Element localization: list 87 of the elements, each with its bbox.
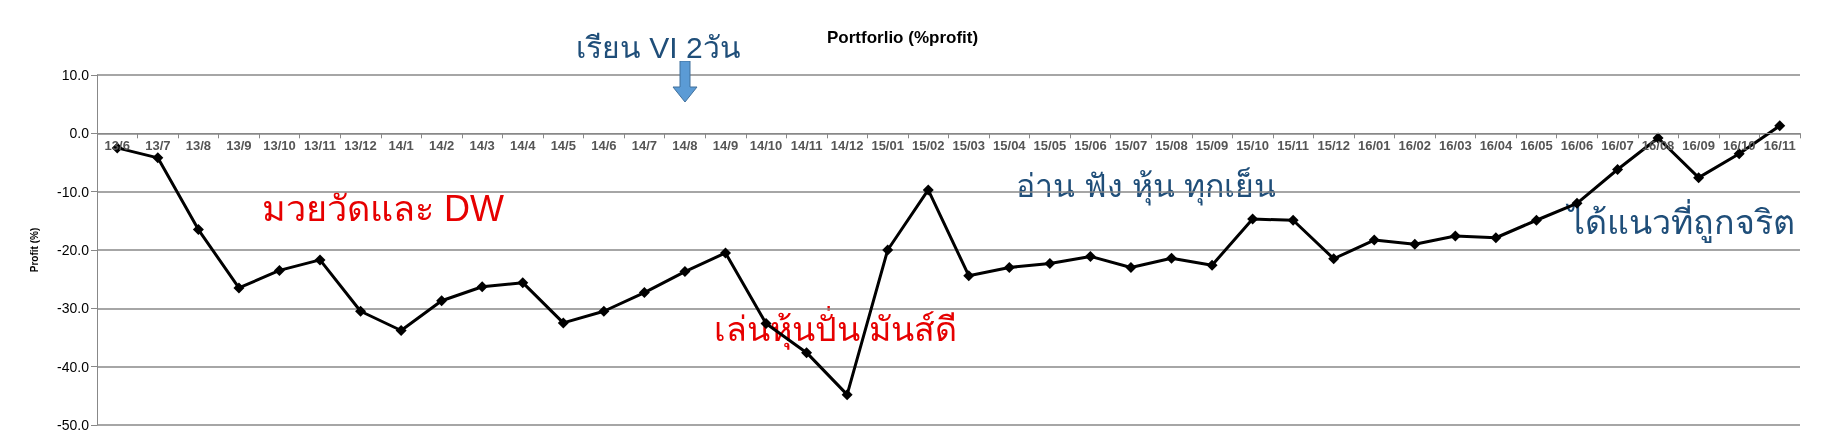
point (882, 244, 894, 256)
y-tick-label: -10.0 (57, 183, 90, 200)
point (1206, 259, 1218, 271)
point (1449, 230, 1461, 242)
point (273, 264, 285, 276)
x-tick-label: 14/11 (790, 138, 823, 154)
x-tick-label: 15/10 (1236, 138, 1269, 154)
x-tick-label: 15/12 (1317, 138, 1350, 154)
point (1409, 238, 1421, 250)
y-tick-label: -50.0 (57, 417, 90, 433)
x-tick-label: 16/07 (1601, 138, 1634, 154)
point (1125, 262, 1137, 273)
y-tick-label: 10.0 (61, 67, 90, 83)
point (1003, 262, 1015, 273)
x-tick-label: 14/5 (550, 138, 576, 154)
point (314, 254, 326, 266)
x-tick-label: 13/8 (185, 138, 212, 154)
y-tick-label: 0.0 (69, 125, 90, 142)
x-tick-label: 13/10 (263, 138, 296, 154)
point (395, 325, 407, 336)
point (679, 266, 691, 278)
y-tick-label: -40.0 (57, 358, 90, 375)
x-tick-label: 15/04 (993, 138, 1027, 154)
point (1044, 257, 1056, 269)
x-tick-label: 14/8 (672, 138, 698, 154)
y-tick-label: -30.0 (57, 300, 90, 317)
point (233, 282, 245, 294)
x-tick-label: 15/06 (1074, 138, 1107, 154)
point (1774, 120, 1786, 132)
point (719, 247, 731, 259)
x-tick-label: 14/4 (510, 138, 537, 154)
point (922, 184, 934, 196)
x-tick-label: 16/02 (1398, 138, 1432, 154)
y-tick-label: -20.0 (57, 242, 90, 258)
annotation: ได้แนวที่ถูกจริต (1565, 199, 1795, 243)
point (638, 287, 650, 299)
point (1612, 164, 1624, 175)
point (1530, 214, 1542, 226)
annotation: มวยวัดและ DW (262, 187, 504, 229)
x-tick-label: 15/07 (1114, 138, 1148, 154)
x-tick-label: 15/05 (1033, 138, 1067, 154)
x-tick-label: 15/03 (952, 138, 986, 154)
point (963, 270, 975, 282)
annotation: อ่าน ฟัง หุ้น ทุกเย็น (1016, 167, 1276, 206)
x-tick-label: 14/9 (712, 138, 739, 154)
x-tick-label: 15/08 (1155, 138, 1188, 154)
x-tick-label: 14/1 (388, 138, 414, 154)
x-tick-label: 14/2 (429, 138, 455, 154)
x-tick-label: 16/11 (1763, 138, 1796, 154)
point (1693, 172, 1705, 184)
point (152, 152, 164, 164)
x-tick-label: 16/06 (1560, 138, 1594, 154)
point (557, 317, 569, 329)
point (598, 305, 610, 317)
x-tick-label: 14/7 (631, 138, 658, 154)
point (192, 224, 204, 236)
point (1084, 250, 1096, 262)
point (436, 295, 448, 307)
point (476, 281, 488, 293)
x-tick-label: 16/01 (1357, 138, 1391, 154)
x-tick-label: 13/11 (304, 138, 336, 154)
x-tick-label: 13/7 (145, 138, 171, 154)
point (1368, 234, 1380, 246)
x-tick-label: 16/09 (1682, 138, 1715, 154)
point (1328, 253, 1340, 265)
x-tick-label: 16/03 (1439, 138, 1472, 154)
point (1287, 214, 1299, 226)
y-axis-title: Profit (%) (28, 227, 40, 273)
point (1166, 252, 1178, 264)
x-tick-label: 14/12 (830, 138, 864, 154)
x-tick-label: 15/11 (1277, 138, 1310, 154)
x-tick-label: 13/12 (344, 138, 377, 154)
x-tick-label: 16/04 (1479, 138, 1513, 154)
x-tick-label: 13/9 (226, 138, 252, 154)
chart-title: Portforlio (%profit) (827, 28, 979, 47)
point (1490, 232, 1502, 244)
x-tick-label: 15/09 (1195, 138, 1229, 154)
point (517, 277, 529, 289)
x-tick-label: 14/10 (749, 138, 783, 154)
text: เรียน VI 2วัน (576, 30, 741, 64)
x-tick-label: 15/02 (911, 138, 945, 154)
x-tick-label: 16/05 (1520, 138, 1553, 154)
point (355, 305, 367, 317)
point (841, 389, 853, 401)
x-tick-label: 14/6 (591, 138, 617, 154)
x-tick-label: 15/01 (871, 138, 904, 154)
x-tick-label: 14/3 (469, 138, 495, 154)
